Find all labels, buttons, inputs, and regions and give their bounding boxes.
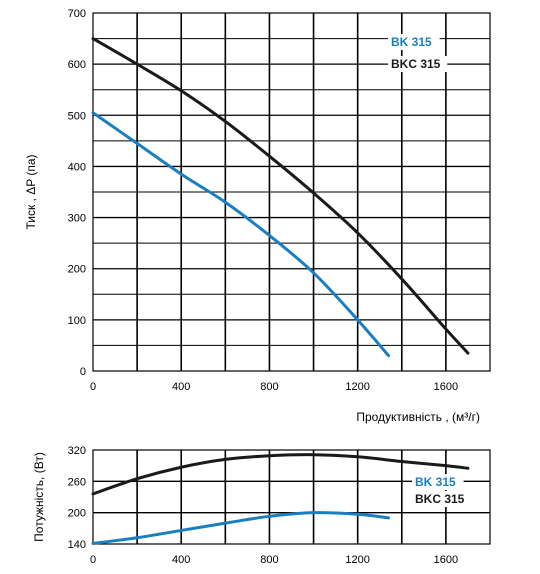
pressure-chart: 0 400 800 1200 1600 0 100 200 300 400 500 600 700 Тис… xyxy=(24,8,491,424)
x-tick-label: 400 xyxy=(172,554,190,566)
x-tick-label: 800 xyxy=(260,554,278,566)
legend-entry-bk-315: BK 315 xyxy=(415,475,456,489)
y-tick-label: 700 xyxy=(68,8,86,20)
y-tick-label: 500 xyxy=(68,110,86,122)
legend-entry-bk-315: BK 315 xyxy=(391,35,432,49)
series-line-bkc-315 xyxy=(91,453,470,496)
x-tick-label: 0 xyxy=(90,554,96,566)
y-tick-label: 600 xyxy=(68,59,86,71)
power-plot-frame xyxy=(92,449,491,545)
y-tick-label: 140 xyxy=(68,539,86,551)
legend-entry-bkc-315: BKC 315 xyxy=(415,492,465,506)
pressure-plot-frame xyxy=(92,12,491,372)
legend-entry-bkc-315: BKC 315 xyxy=(391,57,441,71)
legend-background xyxy=(388,34,440,50)
power-chart: 0 400 800 1200 1600 140 200 260 320 Потужність, (… xyxy=(32,445,491,566)
x-tick-label: 800 xyxy=(260,381,278,393)
x-tick-label: 400 xyxy=(172,381,190,393)
y-tick-label: 100 xyxy=(68,315,86,327)
legend-background xyxy=(412,491,472,507)
y-tick-label: 200 xyxy=(68,264,86,276)
x-tick-label: 1600 xyxy=(434,381,458,393)
y-axis-title: Тиск , ΔP (па) xyxy=(24,154,38,229)
series-line-bkc-315 xyxy=(91,37,470,355)
y-tick-label: 200 xyxy=(68,508,86,520)
x-tick-label: 1200 xyxy=(345,381,369,393)
series-line-bk-315 xyxy=(91,111,391,358)
legend-background xyxy=(412,474,464,490)
y-axis-title: Потужність, (Вт) xyxy=(32,452,46,542)
x-axis-title: Продуктивність , (м³/г) xyxy=(356,410,480,424)
legend-background xyxy=(388,56,448,72)
x-tick-label: 0 xyxy=(90,381,96,393)
x-tick-label: 1600 xyxy=(434,554,458,566)
x-tick-label: 1200 xyxy=(345,554,369,566)
y-tick-label: 0 xyxy=(80,366,86,378)
y-tick-label: 260 xyxy=(68,476,86,488)
series-line-bk-315 xyxy=(91,511,391,545)
y-tick-label: 400 xyxy=(68,161,86,173)
y-tick-label: 300 xyxy=(68,213,86,225)
y-tick-label: 320 xyxy=(68,445,86,457)
